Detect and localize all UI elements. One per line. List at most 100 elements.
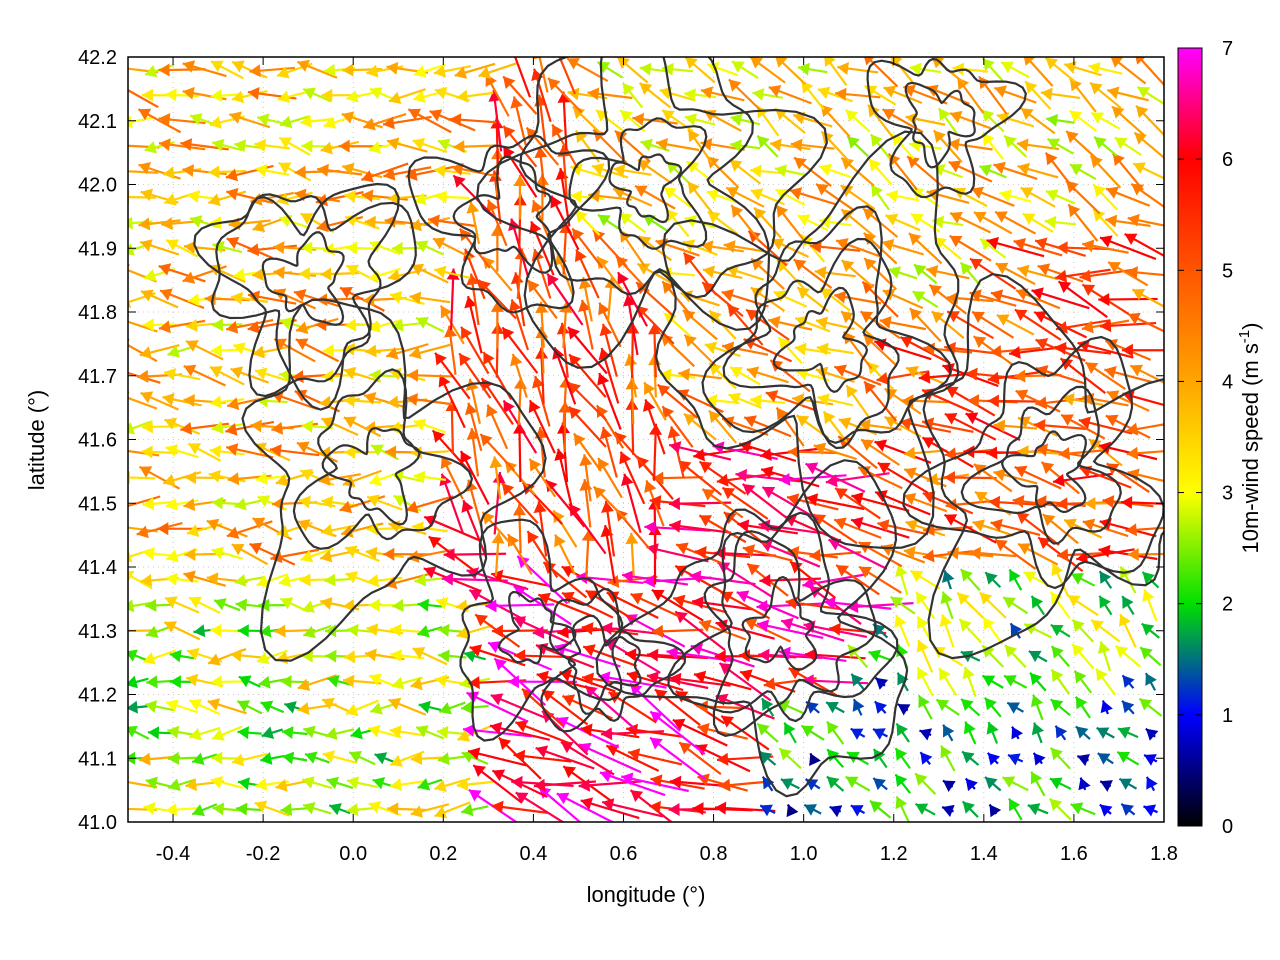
wind-arrow <box>981 109 1005 133</box>
x-axis-title: longitude (°) <box>587 882 706 907</box>
wind-arrow <box>819 287 851 312</box>
wind-arrow <box>1044 215 1077 229</box>
wind-arrow <box>579 454 593 502</box>
wind-arrow <box>208 165 246 179</box>
wind-arrow <box>952 62 989 76</box>
wind-arrow <box>578 276 593 322</box>
wind-arrow <box>756 619 824 640</box>
wind-arrow <box>881 238 924 256</box>
wind-arrow <box>1033 311 1087 339</box>
wind-arrow <box>760 466 820 488</box>
wind-arrow <box>142 649 177 665</box>
wind-arrow <box>440 455 464 500</box>
wind-arrow <box>418 700 442 714</box>
wind-arrow <box>434 164 471 178</box>
wind-arrow <box>317 163 363 177</box>
wind-arrow <box>896 672 909 692</box>
wind-arrow <box>210 60 244 80</box>
wind-arrow <box>814 266 856 280</box>
wind-arrow <box>443 548 507 562</box>
wind-arrow <box>961 750 980 766</box>
wind-arrow <box>1008 797 1023 821</box>
wind-arrow <box>466 201 481 245</box>
wind-arrow <box>749 57 786 84</box>
wind-arrow <box>728 392 763 409</box>
wind-arrow <box>365 344 405 358</box>
wind-arrow <box>723 240 767 253</box>
wind-arrow <box>573 432 602 472</box>
wind-arrow <box>768 84 812 105</box>
wind-arrow <box>729 158 762 185</box>
wind-arrow <box>211 546 243 560</box>
wind-arrow <box>1076 753 1090 767</box>
wind-arrow <box>813 442 857 461</box>
wind-arrow <box>1095 668 1116 696</box>
wind-arrow <box>209 365 245 386</box>
wind-arrow <box>546 272 584 326</box>
wind-arrow <box>226 236 273 259</box>
contour-line <box>960 385 1122 545</box>
wind-arrow <box>366 64 404 78</box>
wind-arrow <box>1099 803 1113 817</box>
wind-arrow <box>343 366 381 383</box>
wind-arrow <box>556 792 615 822</box>
wind-arrow <box>304 751 330 764</box>
wind-arrow <box>501 482 539 524</box>
wind-arrow <box>302 801 332 815</box>
wind-arrow <box>136 521 183 539</box>
wind-arrow <box>995 262 1036 286</box>
wind-arrow <box>986 721 999 744</box>
wind-arrow <box>410 263 449 284</box>
wind-arrow <box>252 267 293 281</box>
wind-arrow <box>982 616 1004 645</box>
wind-arrow <box>949 234 992 262</box>
wind-arrow <box>648 323 662 378</box>
wind-arrow <box>988 803 1002 818</box>
wind-arrow <box>1070 572 1096 587</box>
wind-arrow <box>231 543 269 566</box>
wind-arrow <box>1097 641 1112 672</box>
wind-arrow <box>366 494 403 511</box>
wind-arrow <box>297 674 337 691</box>
wind-arrow <box>1090 618 1121 643</box>
wind-arrow <box>1014 369 1062 383</box>
terrain-contours <box>193 57 1164 798</box>
wind-arrow <box>947 138 993 152</box>
wind-arrow <box>916 639 934 673</box>
colorbar-tick-label: 4 <box>1222 371 1233 393</box>
wind-arrow <box>1044 152 1076 192</box>
wind-arrow <box>461 803 489 817</box>
wind-arrow <box>513 585 572 626</box>
x-tick-label: 0.6 <box>610 843 638 865</box>
wind-arrow <box>225 318 274 334</box>
wind-arrow <box>1020 107 1056 135</box>
wind-arrow <box>621 82 644 109</box>
wind-arrow <box>466 428 480 477</box>
wind-arrow <box>987 394 1043 408</box>
wind-arrow <box>1028 650 1048 663</box>
wind-arrow <box>427 214 477 228</box>
contour-line <box>321 426 421 526</box>
wind-arrow <box>146 675 173 689</box>
wind-arrow <box>322 750 357 764</box>
wind-arrow <box>800 724 825 741</box>
wind-arrow <box>514 720 570 745</box>
wind-arrow <box>480 377 514 426</box>
wind-arrow <box>1014 308 1062 341</box>
wind-arrow <box>410 803 450 818</box>
wind-arrow <box>165 699 199 714</box>
wind-arrow <box>188 596 221 615</box>
wind-arrow <box>1000 61 1030 79</box>
wind-arrow <box>1067 203 1099 242</box>
contour-line <box>866 57 1027 199</box>
wind-arrow <box>478 62 517 79</box>
colorbar-tick-label: 3 <box>1222 483 1233 505</box>
wind-arrow <box>211 496 243 510</box>
wind-arrow <box>280 803 309 816</box>
wind-arrow <box>1117 726 1139 739</box>
wind-arrow <box>458 352 492 399</box>
wind-arrow <box>630 592 680 618</box>
wind-arrow <box>656 383 699 419</box>
wind-arrow <box>432 237 473 259</box>
